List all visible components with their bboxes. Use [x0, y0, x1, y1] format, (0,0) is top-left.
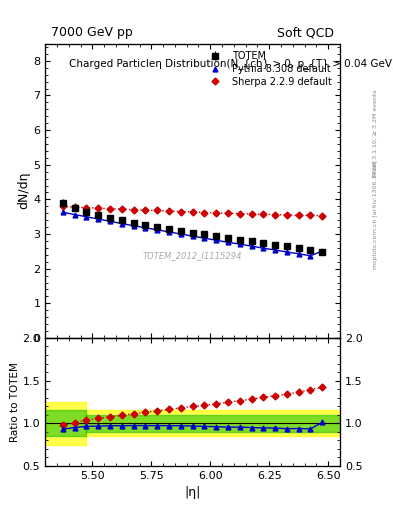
Sherpa 2.2.9 default — [61, 203, 65, 209]
Sherpa 2.2.9 default — [285, 212, 289, 218]
Sherpa 2.2.9 default — [155, 207, 160, 214]
Pythia 8.308 default — [72, 211, 77, 218]
Text: Soft QCD: Soft QCD — [277, 26, 334, 39]
Text: mcplots.cern.ch [arXiv:1306.3436]: mcplots.cern.ch [arXiv:1306.3436] — [373, 161, 378, 269]
Sherpa 2.2.9 default — [202, 209, 207, 216]
Y-axis label: dN/dη: dN/dη — [17, 172, 30, 209]
Line: Sherpa 2.2.9 default: Sherpa 2.2.9 default — [61, 204, 325, 218]
Sherpa 2.2.9 default — [226, 210, 230, 216]
Pythia 8.308 default — [190, 233, 195, 239]
Pythia 8.308 default — [296, 251, 301, 257]
Pythia 8.308 default — [178, 231, 183, 237]
Pythia 8.308 default — [61, 209, 65, 215]
X-axis label: |η|: |η| — [184, 486, 201, 499]
Sherpa 2.2.9 default — [237, 210, 242, 217]
Sherpa 2.2.9 default — [308, 212, 313, 219]
Sherpa 2.2.9 default — [178, 208, 183, 215]
Sherpa 2.2.9 default — [84, 205, 89, 211]
Pythia 8.308 default — [261, 245, 266, 251]
Pythia 8.308 default — [249, 243, 254, 249]
Pythia 8.308 default — [108, 218, 112, 224]
Pythia 8.308 default — [214, 237, 219, 243]
Pythia 8.308 default — [320, 248, 325, 254]
Pythia 8.308 default — [237, 241, 242, 247]
Text: TOTEM_2012_I1115294: TOTEM_2012_I1115294 — [143, 251, 242, 260]
Text: Rivet 3.1.10, ≥ 3.2M events: Rivet 3.1.10, ≥ 3.2M events — [373, 89, 378, 177]
Sherpa 2.2.9 default — [131, 207, 136, 213]
Sherpa 2.2.9 default — [249, 211, 254, 217]
Pythia 8.308 default — [131, 223, 136, 229]
Sherpa 2.2.9 default — [119, 206, 124, 212]
Text: Charged Particleη Distribution(N_{ch} > 0, p_{T} > 0.04 GeV): Charged Particleη Distribution(N_{ch} > … — [69, 58, 393, 69]
Sherpa 2.2.9 default — [190, 209, 195, 215]
Sherpa 2.2.9 default — [296, 212, 301, 219]
Sherpa 2.2.9 default — [273, 211, 277, 218]
Y-axis label: Ratio to TOTEM: Ratio to TOTEM — [10, 362, 20, 442]
Pythia 8.308 default — [202, 235, 207, 241]
Pythia 8.308 default — [84, 214, 89, 220]
Pythia 8.308 default — [285, 249, 289, 255]
Pythia 8.308 default — [226, 239, 230, 245]
Pythia 8.308 default — [167, 229, 171, 235]
Sherpa 2.2.9 default — [96, 205, 101, 211]
Legend: TOTEM, Pythia 8.308 default, Sherpa 2.2.9 default: TOTEM, Pythia 8.308 default, Sherpa 2.2.… — [202, 48, 335, 90]
Line: Pythia 8.308 default: Pythia 8.308 default — [61, 210, 325, 258]
Sherpa 2.2.9 default — [72, 204, 77, 210]
Sherpa 2.2.9 default — [320, 212, 325, 219]
Pythia 8.308 default — [119, 221, 124, 227]
Sherpa 2.2.9 default — [261, 211, 266, 217]
Text: 7000 GeV pp: 7000 GeV pp — [51, 26, 133, 39]
Sherpa 2.2.9 default — [108, 206, 112, 212]
Sherpa 2.2.9 default — [167, 208, 171, 214]
Pythia 8.308 default — [143, 225, 148, 231]
Pythia 8.308 default — [96, 216, 101, 222]
Pythia 8.308 default — [155, 227, 160, 233]
Sherpa 2.2.9 default — [143, 207, 148, 213]
Pythia 8.308 default — [308, 253, 313, 259]
Pythia 8.308 default — [273, 247, 277, 253]
Sherpa 2.2.9 default — [214, 210, 219, 216]
